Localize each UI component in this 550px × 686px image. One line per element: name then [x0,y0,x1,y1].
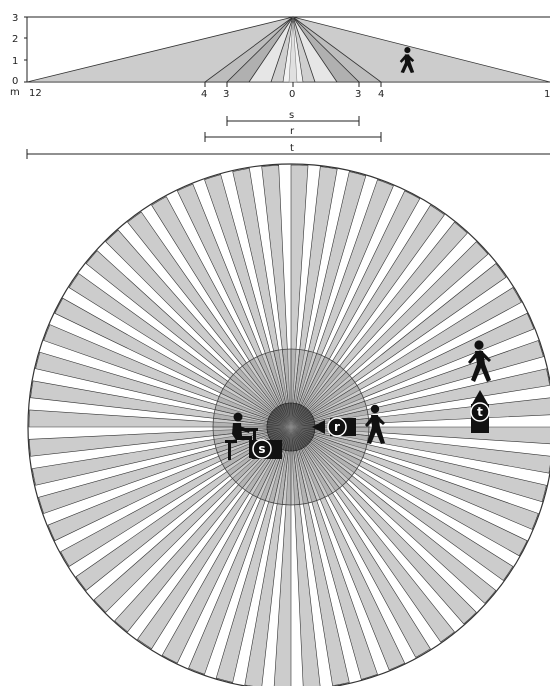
x-tick-right-4: 4 [378,89,384,100]
center-sector-line [290,425,316,428]
center-sector-line [290,420,315,428]
center-sector-line [281,404,292,428]
center-sector-line [290,426,316,429]
center-sector-line [290,407,306,428]
center-sector-line [284,403,292,428]
center-sector-line [266,425,292,428]
center-sector-line [289,426,292,452]
center-sector-line [269,426,292,439]
center-sector-line [290,402,293,428]
range-label-t: t [290,143,294,154]
center-sector-line [290,408,308,428]
center-sector-line [286,403,292,428]
x-tick-right-3: 3 [355,89,361,100]
center-sector-line [269,415,292,428]
walking-person-icon [468,340,491,382]
arrow-up-icon [472,390,488,404]
center-sector-line [290,426,308,446]
badge-s-label: s [258,442,265,456]
unit-label: m [10,87,20,98]
center-sector-line [289,402,292,428]
center-sector-line [272,410,292,428]
center-sector-line [271,412,292,428]
center-sector-line [290,426,293,452]
center-sector-line [290,426,313,439]
badge-t: t [470,390,490,433]
center-sector-line [290,426,296,451]
walking-person-icon [365,404,385,444]
x-tick-left-3: 3 [223,89,229,100]
range-dimensions: s r t [26,110,550,159]
y-tick-2: 2 [12,34,18,45]
x-tick-12: 12 [29,88,42,99]
range-label-r: r [290,126,295,137]
center-radial-lines [266,402,316,452]
center-sector-line [290,404,301,428]
badge-s: s [252,439,282,459]
center-sector-line [268,426,292,437]
walking-person-icon [399,47,415,74]
center-sector-line [290,403,296,428]
side-view: 3 2 1 0 m 12 4 3 0 3 4 1 [10,13,550,100]
center-sector-line [290,426,298,451]
badge-r: r [312,417,356,437]
center-sector-line [271,426,292,442]
y-tick-0: 0 [12,76,18,87]
center-sector-line [290,426,301,450]
center-sector-line [290,426,303,449]
center-sector-line [274,408,292,428]
center-sector-line [290,405,303,428]
center-sector-line [290,426,314,437]
y-tick-1: 1 [12,56,18,67]
top-view: s r t [27,163,550,686]
center-sector-line [290,426,310,444]
badge-r-label: r [334,420,340,434]
center-sector-line [286,426,292,451]
arrow-left-icon [312,420,325,434]
center-sector-line [290,403,298,428]
center-sector-line [290,412,311,428]
center-sector-line [281,426,292,450]
center-sector-line [290,426,315,434]
center-sector-line [290,426,311,442]
center-sector-line [267,426,292,432]
y-tick-3: 3 [12,13,18,24]
center-sector-line [279,405,292,428]
center-sector-line [290,422,315,428]
center-sector-line [284,426,292,451]
range-label-s: s [289,110,294,121]
badge-t-label: t [477,405,483,419]
x-tick-right-edge: 1 [544,89,550,100]
x-tick-left-4: 4 [201,89,207,100]
x-tick-0: 0 [289,89,295,100]
center-sector-line [290,417,314,428]
center-sector-line [268,417,292,428]
center-sector-line [267,426,292,434]
center-sector-line [266,426,292,429]
center-sector-line [290,426,306,447]
center-sector-line [290,415,313,428]
center-sector-line [290,410,310,428]
center-sector-line [267,422,292,428]
center-sector-line [267,420,292,428]
center-sector-line [276,407,292,428]
center-sector-line [290,426,315,432]
